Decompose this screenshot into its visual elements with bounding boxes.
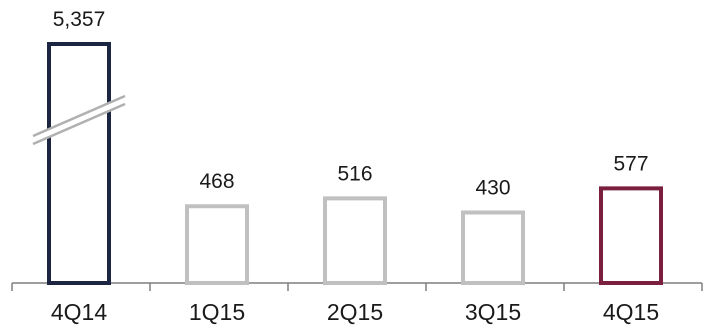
tick-label-4Q14: 4Q14 (51, 299, 107, 325)
value-labels: 5,357 468 516 430 577 (53, 8, 649, 199)
tick-label-1Q15: 1Q15 (189, 299, 245, 325)
bar-1Q15 (185, 204, 249, 285)
value-label-2Q15: 516 (337, 162, 372, 185)
bar-4Q14 (47, 42, 111, 285)
value-label-4Q15: 577 (613, 152, 648, 175)
axis-break-marker (32, 94, 126, 146)
bar-4Q15 (599, 186, 663, 285)
bars (32, 42, 663, 286)
value-label-1Q15: 468 (199, 170, 234, 193)
axis-break-line (32, 94, 126, 138)
x-axis-ticks (11, 283, 703, 291)
axis-break-line (32, 102, 126, 146)
tick-label-2Q15: 2Q15 (327, 299, 383, 325)
bar-3Q15 (461, 210, 525, 285)
value-label-4Q14: 5,357 (53, 8, 106, 31)
x-tick-labels: 4Q14 1Q15 2Q15 3Q15 4Q15 (51, 299, 659, 325)
tick-label-4Q15: 4Q15 (603, 299, 659, 325)
tick-label-3Q15: 3Q15 (465, 299, 521, 325)
bar-2Q15 (323, 196, 387, 286)
value-label-3Q15: 430 (475, 176, 510, 199)
